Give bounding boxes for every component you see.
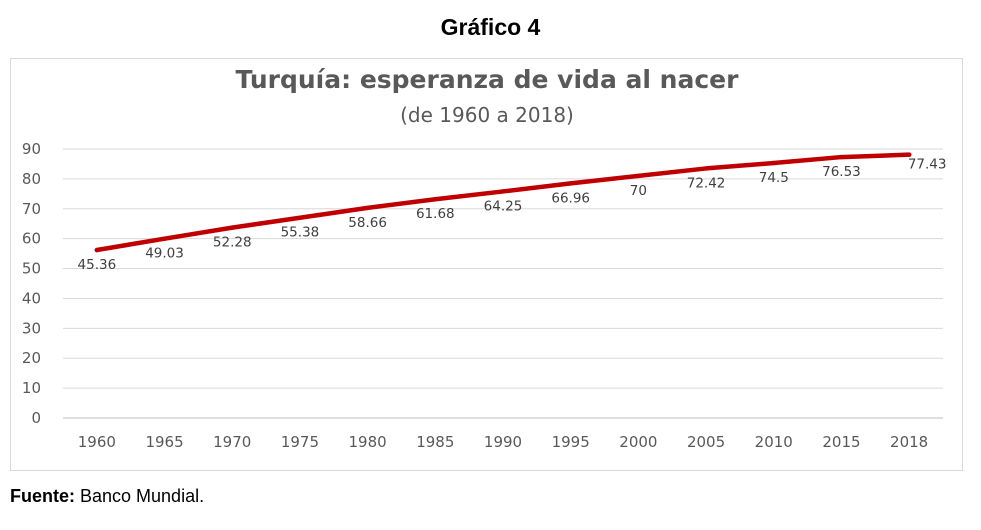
source-note: Fuente: Banco Mundial. — [10, 486, 204, 507]
data-label: 64.25 — [484, 198, 523, 214]
y-tick-label: 90 — [22, 140, 41, 158]
x-tick-label: 2000 — [619, 433, 657, 451]
data-point — [771, 160, 776, 166]
data-point — [365, 205, 370, 211]
data-label: 74.5 — [759, 170, 789, 186]
data-label: 66.96 — [551, 190, 590, 206]
chart-title: Turquía: esperanza de vida al nacer — [236, 65, 740, 94]
x-tick-label: 1970 — [213, 433, 251, 451]
y-tick-label: 80 — [22, 170, 41, 188]
data-label: 49.03 — [145, 246, 184, 262]
data-label: 55.38 — [281, 225, 320, 241]
x-tick-label: 1965 — [145, 433, 183, 451]
y-tick-label: 70 — [22, 200, 41, 218]
data-label: 45.36 — [78, 257, 117, 273]
y-tick-label: 20 — [22, 349, 41, 367]
data-label: 72.42 — [687, 175, 726, 191]
source-text: Banco Mundial. — [75, 486, 205, 506]
data-label: 52.28 — [213, 235, 252, 251]
data-point — [433, 197, 438, 202]
data-point — [839, 154, 844, 160]
x-tick-label: 1990 — [484, 433, 522, 451]
chart-subtitle: (de 1960 a 2018) — [400, 103, 574, 127]
data-point — [94, 247, 100, 253]
y-tick-label: 0 — [31, 409, 41, 427]
data-point — [162, 236, 167, 241]
y-tick-label: 60 — [22, 230, 41, 248]
data-label: 61.68 — [416, 206, 455, 222]
x-tick-label: 2018 — [890, 433, 928, 451]
x-tick-label: 1975 — [281, 433, 319, 451]
data-point — [568, 181, 573, 186]
series-life-expectancy — [94, 152, 912, 253]
data-label: 70 — [630, 183, 647, 199]
data-point — [230, 225, 235, 230]
data-point — [703, 166, 709, 171]
x-tick-label: 2015 — [822, 433, 860, 451]
x-tick-label: 1960 — [78, 433, 116, 451]
data-labels: 45.36 49.03 52.28 55.38 58.66 61.68 64.25 66.96… — [78, 157, 947, 273]
figure-heading: Gráfico 4 — [440, 14, 541, 40]
data-point — [906, 152, 912, 157]
chart-container: Turquía: esperanza de vida al nacer (de … — [10, 58, 963, 471]
data-point — [297, 215, 303, 220]
y-tick-label: 10 — [22, 379, 41, 397]
gridlines — [63, 148, 943, 419]
x-tick-label: 2010 — [755, 433, 793, 451]
data-point — [636, 173, 641, 179]
y-axis-ticks: 0 10 20 30 40 50 60 70 80 90 — [22, 140, 41, 427]
data-label: 77.43 — [908, 157, 947, 173]
x-axis-ticks: 1960 1965 1970 1975 1980 1985 1990 1995 2000 2005… — [78, 433, 928, 451]
y-tick-label: 30 — [22, 319, 41, 337]
y-tick-label: 40 — [22, 289, 41, 307]
line-chart: Turquía: esperanza de vida al nacer (de … — [22, 65, 947, 451]
data-label: 58.66 — [348, 215, 387, 231]
x-tick-label: 1980 — [349, 433, 387, 451]
y-tick-label: 50 — [22, 260, 41, 278]
x-tick-label: 2005 — [687, 433, 725, 451]
x-tick-label: 1985 — [416, 433, 454, 451]
data-point — [500, 189, 506, 194]
x-tick-label: 1995 — [552, 433, 590, 451]
data-label: 76.53 — [822, 164, 861, 180]
source-label: Fuente: — [10, 486, 75, 506]
